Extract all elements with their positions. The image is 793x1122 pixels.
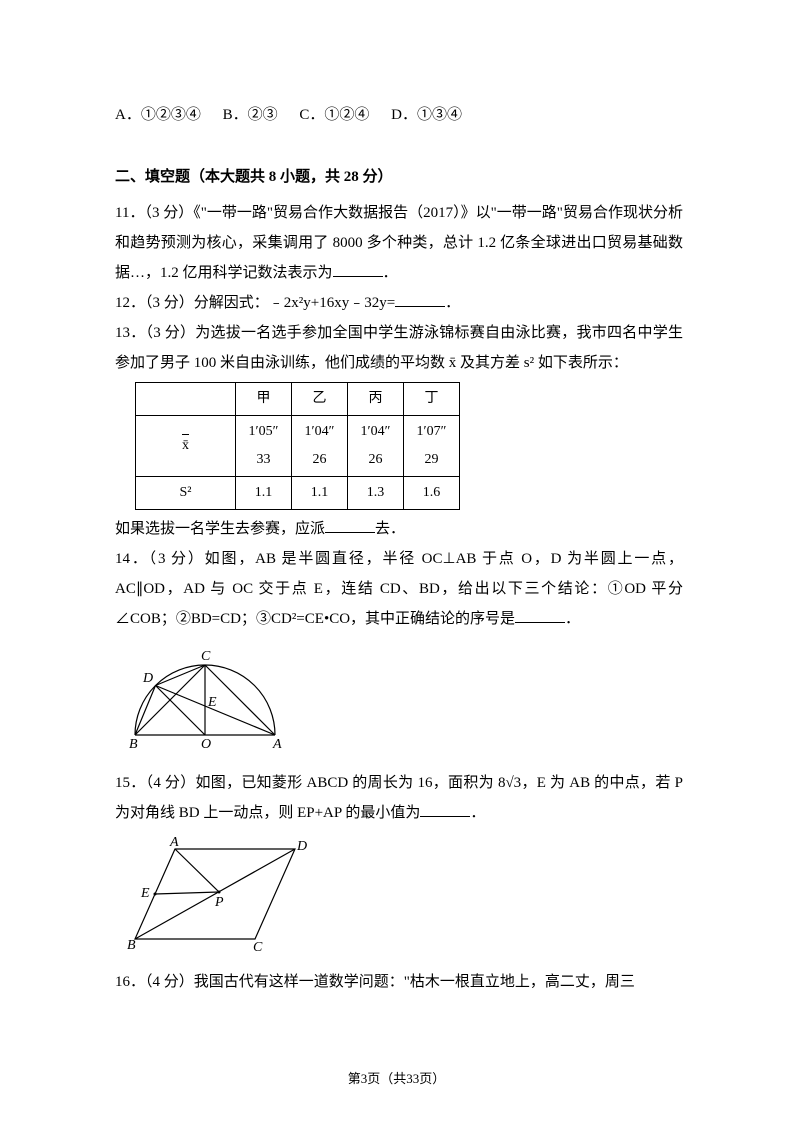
q12-blank[interactable]: [395, 291, 445, 307]
label-B: B: [127, 938, 136, 953]
option-c: C．①②④: [299, 107, 369, 123]
table-cell: 1.6: [404, 477, 460, 510]
label-A: A: [272, 737, 282, 752]
q13-intro: 13．（3 分）为选拔一名选手参加全国中学生游泳锦标赛自由泳比赛，我市四名中学生…: [115, 325, 683, 371]
table-cell: 丙: [348, 383, 404, 416]
q15-text: 15．（4 分）如图，已知菱形 ABCD 的周长为 16，面积为 8√3，E 为…: [115, 775, 683, 821]
q15-blank[interactable]: [420, 801, 470, 817]
question-15: 15．（4 分）如图，已知菱形 ABCD 的周长为 16，面积为 8√3，E 为…: [115, 768, 683, 828]
q11-suffix: ．: [383, 265, 398, 281]
page-footer: 第3页（共33页）: [0, 1066, 793, 1092]
q11-blank[interactable]: [333, 261, 383, 277]
q13-after-prefix: 如果选拔一名学生去参赛，应派: [115, 521, 325, 537]
table-row: x̄ 1′05″33 1′04″26 1′04″26 1′07″29: [136, 416, 460, 477]
table-cell: [136, 383, 236, 416]
label-D: D: [296, 839, 307, 854]
xbar-label: x̄: [182, 432, 189, 460]
q15-suffix: ．: [470, 805, 485, 821]
label-A: A: [169, 835, 179, 850]
table-cell: x̄: [136, 416, 236, 477]
table-row: S² 1.1 1.1 1.3 1.6: [136, 477, 460, 510]
table-row: 甲 乙 丙 丁: [136, 383, 460, 416]
option-d: D．①③④: [391, 107, 462, 123]
q16-text: 16．（4 分）我国古代有这样一道数学问题："枯木一根直立地上，高二丈，周三: [115, 974, 635, 990]
label-C: C: [201, 649, 211, 664]
label-O: O: [201, 737, 211, 752]
q12-suffix: ．: [445, 295, 460, 311]
table-cell: 1.3: [348, 477, 404, 510]
q13-blank[interactable]: [325, 517, 375, 533]
table-cell: 1.1: [236, 477, 292, 510]
section-title: 二、填空题（本大题共 8 小题，共 28 分）: [115, 162, 683, 192]
q14-text: 14．（3 分）如图，AB 是半圆直径，半径 OC⊥AB 于点 O，D 为半圆上…: [115, 551, 683, 627]
q14-blank[interactable]: [515, 607, 565, 623]
question-16: 16．（4 分）我国古代有这样一道数学问题："枯木一根直立地上，高二丈，周三: [115, 967, 683, 997]
table-cell: 甲: [236, 383, 292, 416]
label-B: B: [129, 737, 138, 752]
q12-text: 12．（3 分）分解因式：﹣2x²y+16xy﹣32y=: [115, 295, 395, 311]
mc-options: A．①②③④ B．②③ C．①②④ D．①③④: [115, 100, 683, 130]
q11-text: 11．（3 分）《"一带一路"贸易合作大数据报告（2017）》以"一带一路"贸易…: [115, 205, 683, 281]
q13-after: 如果选拔一名学生去参赛，应派 去．: [115, 514, 683, 544]
q14-diagram: B A O C D E: [115, 640, 683, 766]
label-E: E: [140, 886, 150, 901]
question-14: 14．（3 分）如图，AB 是半圆直径，半径 OC⊥AB 于点 O，D 为半圆上…: [115, 544, 683, 634]
q13-after-suffix: 去．: [375, 521, 405, 537]
label-P: P: [214, 895, 224, 910]
label-C: C: [253, 940, 263, 954]
q14-suffix: ．: [565, 611, 580, 627]
question-13: 13．（3 分）为选拔一名选手参加全国中学生游泳锦标赛自由泳比赛，我市四名中学生…: [115, 318, 683, 378]
table-cell: 1′07″29: [404, 416, 460, 477]
question-12: 12．（3 分）分解因式：﹣2x²y+16xy﹣32y= ．: [115, 288, 683, 318]
table-cell: 1′04″26: [292, 416, 348, 477]
question-11: 11．（3 分）《"一带一路"贸易合作大数据报告（2017）》以"一带一路"贸易…: [115, 198, 683, 288]
label-D: D: [142, 671, 153, 686]
option-b: B．②③: [223, 107, 278, 123]
label-E: E: [207, 695, 217, 710]
table-cell: 1.1: [292, 477, 348, 510]
table-cell: 乙: [292, 383, 348, 416]
option-a: A．①②③④: [115, 107, 201, 123]
table-cell: S²: [136, 477, 236, 510]
table-cell: 1′05″33: [236, 416, 292, 477]
table-cell: 丁: [404, 383, 460, 416]
q15-diagram: A D B C E P: [115, 834, 683, 965]
q13-table: 甲 乙 丙 丁 x̄ 1′05″33 1′04″26 1′04″26 1′07″…: [135, 382, 460, 510]
table-cell: 1′04″26: [348, 416, 404, 477]
